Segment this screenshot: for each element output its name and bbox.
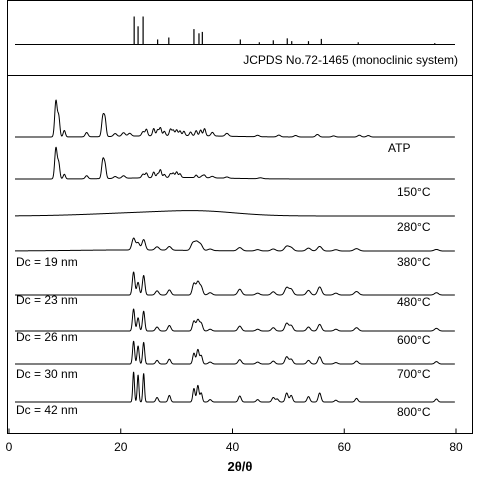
- reference-sticks: [133, 16, 436, 45]
- series-label-380c: 380°C: [397, 255, 431, 269]
- diffraction-traces: [14, 99, 456, 403]
- crystallite-size-26: Dc = 26 nm: [16, 330, 78, 344]
- series-label-800c: 800°C: [397, 405, 431, 419]
- crystallite-size-42: Dc = 42 nm: [16, 403, 78, 417]
- x-axis: 0 20 40 60 80: [6, 428, 463, 454]
- trace-700c: [14, 340, 456, 365]
- x-tick-label-0: 0: [6, 440, 13, 454]
- trace-atp: [14, 99, 456, 138]
- plot-frame: [7, 0, 473, 434]
- trace-800c: [14, 371, 456, 403]
- x-axis-label: 2θ/θ: [228, 459, 253, 474]
- x-tick-label-40: 40: [226, 440, 240, 454]
- x-tick-label-60: 60: [338, 440, 352, 454]
- trace-480c: [14, 271, 456, 296]
- crystallite-size-30: Dc = 30 nm: [16, 367, 78, 381]
- series-label-150c: 150°C: [397, 185, 431, 199]
- crystallite-size-19: Dc = 19 nm: [16, 255, 78, 269]
- trace-150c: [14, 146, 456, 180]
- x-tick-label-20: 20: [114, 440, 128, 454]
- reference-label: JCPDS No.72-1465 (monoclinic system): [243, 53, 458, 67]
- x-tick-label-80: 80: [449, 440, 463, 454]
- crystallite-size-23: Dc = 23 nm: [16, 293, 78, 307]
- trace-380c: [14, 237, 456, 252]
- series-label-700c: 700°C: [397, 367, 431, 381]
- series-label-480c: 480°C: [397, 295, 431, 309]
- trace-600c: [14, 308, 456, 332]
- series-label-600c: 600°C: [397, 333, 431, 347]
- trace-280c: [14, 210, 456, 217]
- series-label-atp: ATP: [388, 141, 410, 155]
- series-label-280c: 280°C: [397, 220, 431, 234]
- series-labels: ATP 150°C 280°C 380°C 480°C 600°C 700°C …: [16, 141, 431, 419]
- reference-panel: JCPDS No.72-1465 (monoclinic system): [15, 16, 458, 67]
